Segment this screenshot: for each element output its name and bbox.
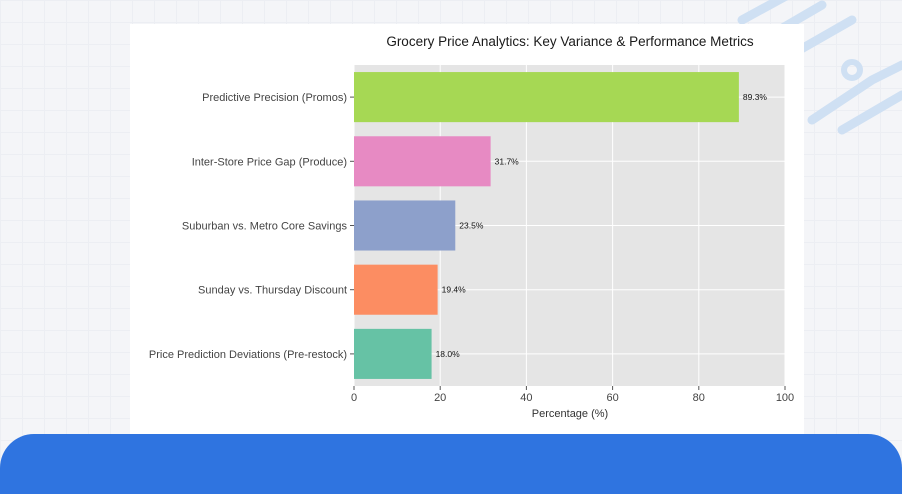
- category-label: Suburban vs. Metro Core Savings: [182, 221, 348, 233]
- x-tick-label: 40: [520, 392, 532, 404]
- bar-chart: Grocery Price Analytics: Key Variance & …: [149, 34, 794, 420]
- bar-value-label: 89.3%: [743, 92, 768, 102]
- chart-title: Grocery Price Analytics: Key Variance & …: [386, 34, 754, 49]
- bar-value-label: 23.5%: [459, 221, 484, 231]
- bar: [354, 72, 739, 123]
- bar-value-label: 18.0%: [436, 349, 461, 359]
- decorative-circuit-lines: [737, 0, 902, 135]
- x-tick-label: 0: [351, 392, 357, 404]
- bar: [354, 200, 456, 251]
- x-axis-ticks: 0 20 40 60 80 100: [351, 386, 794, 404]
- bar-value-label: 31.7%: [495, 156, 520, 166]
- category-label: Predictive Precision (Promos): [202, 92, 347, 104]
- bar: [354, 328, 432, 379]
- bar-value-label: 19.4%: [442, 285, 467, 295]
- x-tick-label: 100: [776, 392, 794, 404]
- x-tick-label: 20: [434, 392, 446, 404]
- x-tick-label: 60: [606, 392, 618, 404]
- bar: [354, 136, 491, 187]
- category-label: Price Prediction Deviations (Pre-restock…: [149, 349, 347, 361]
- category-label: Inter-Store Price Gap (Produce): [192, 156, 347, 168]
- bottom-banner: [0, 434, 902, 494]
- x-tick-label: 80: [693, 392, 705, 404]
- category-labels: Predictive Precision (Promos) Inter-Store…: [149, 92, 354, 361]
- x-axis-label: Percentage (%): [532, 408, 608, 420]
- category-label: Sunday vs. Thursday Discount: [198, 285, 347, 297]
- bars-group: 89.3% 31.7% 23.5% 19.4% 18.0%: [354, 72, 767, 379]
- bar: [354, 264, 438, 315]
- chart-card: Grocery Price Analytics: Key Variance & …: [130, 24, 804, 434]
